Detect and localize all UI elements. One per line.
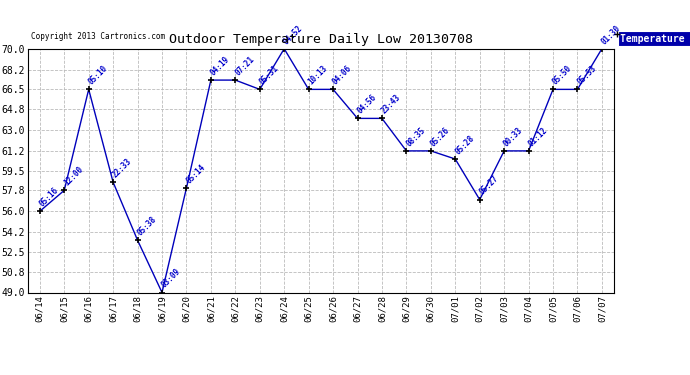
Text: 05:50: 05:50 bbox=[551, 64, 573, 87]
Text: 05:16: 05:16 bbox=[38, 186, 60, 209]
Text: 22:33: 22:33 bbox=[111, 157, 134, 180]
Text: 03:09: 03:09 bbox=[160, 267, 183, 290]
Text: 08:35: 08:35 bbox=[404, 125, 427, 148]
Text: 01:12: 01:12 bbox=[526, 125, 549, 148]
Text: 05:27: 05:27 bbox=[477, 174, 500, 197]
Text: 05:53: 05:53 bbox=[575, 64, 598, 87]
Text: 10:13: 10:13 bbox=[306, 64, 329, 87]
Text: 07:21: 07:21 bbox=[233, 55, 256, 77]
Text: 05:10: 05:10 bbox=[86, 64, 109, 87]
Text: 05:31: 05:31 bbox=[257, 64, 280, 87]
Text: 05:26: 05:26 bbox=[428, 125, 451, 148]
Text: 05:28: 05:28 bbox=[453, 134, 476, 156]
Text: 00:33: 00:33 bbox=[502, 125, 524, 148]
Text: Copyright 2013 Cartronics.com: Copyright 2013 Cartronics.com bbox=[31, 32, 165, 41]
Text: 01:30: 01:30 bbox=[600, 23, 622, 46]
Text: 05:14: 05:14 bbox=[184, 162, 207, 185]
Text: 12:00: 12:00 bbox=[62, 165, 85, 188]
Text: 04:56: 04:56 bbox=[355, 93, 378, 116]
Text: 04:19: 04:19 bbox=[208, 55, 231, 77]
Text: Temperature  (°F): Temperature (°F) bbox=[620, 34, 690, 44]
Text: 04:52: 04:52 bbox=[282, 23, 305, 46]
Text: 05:38: 05:38 bbox=[135, 215, 158, 237]
Title: Outdoor Temperature Daily Low 20130708: Outdoor Temperature Daily Low 20130708 bbox=[169, 33, 473, 46]
Text: 04:06: 04:06 bbox=[331, 64, 353, 87]
Text: 23:43: 23:43 bbox=[380, 93, 402, 116]
